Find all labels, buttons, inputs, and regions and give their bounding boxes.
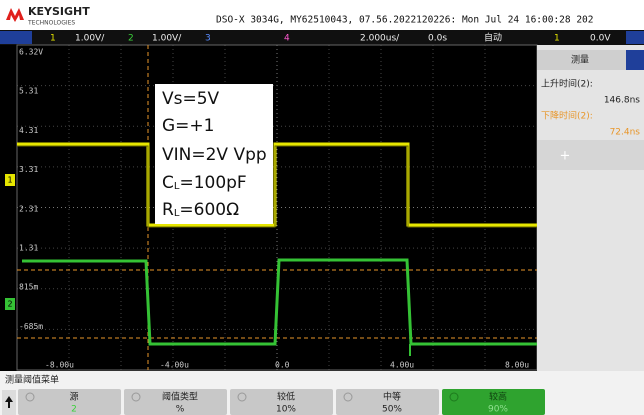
ch1-scale: 1.00V/	[75, 34, 105, 44]
x-label: -4.00u	[160, 361, 189, 370]
ch2-ground-marker	[5, 298, 15, 310]
x-label: -8.00u	[45, 361, 74, 370]
x-label: 0.0	[275, 361, 290, 370]
logo-icon	[6, 8, 24, 22]
softkey-value: 50%	[382, 405, 402, 415]
y-label: 3.31	[19, 165, 38, 174]
annotation-sub: L	[174, 208, 180, 219]
ch3-label: 3	[205, 34, 211, 44]
measure-title: 测量	[571, 55, 589, 66]
y-label: 6.32V	[19, 48, 43, 57]
softkey[interactable]	[230, 389, 333, 415]
ch2-marker-label: 2	[7, 300, 12, 309]
softkey-value: 2	[71, 405, 77, 415]
brand-sub: TECHNOLOGIES	[27, 20, 75, 27]
softkey-label: 较低	[277, 391, 295, 403]
ch2-waveform	[22, 258, 537, 346]
channel-bar	[0, 30, 644, 45]
annotation-line: RL=600Ω	[162, 200, 239, 220]
back-arrow	[5, 396, 13, 408]
ch1-marker-label: 1	[7, 176, 12, 185]
softkey-knob	[131, 392, 141, 402]
softkey-value: 90%	[488, 405, 508, 415]
y-label: 4.31	[19, 126, 38, 135]
annotation-text: C	[162, 173, 174, 193]
annotation-box	[155, 84, 273, 224]
softkey-label: 源	[69, 392, 78, 403]
annotation-line: VIN=2V Vpp	[162, 145, 267, 165]
measure-panel-header	[537, 50, 644, 70]
y-label: 815m	[19, 283, 38, 292]
ch1-ground-marker	[5, 174, 15, 186]
run-indicator	[0, 31, 32, 44]
softkey-label: 较高	[489, 391, 507, 403]
x-label: 8.00u	[505, 361, 529, 370]
softkey-knob	[25, 392, 35, 402]
trigger-mode: 自动	[484, 32, 502, 44]
timebase: 2.000us/	[360, 34, 400, 44]
y-label: 1.31	[19, 244, 38, 253]
softkey-label: 中等	[383, 391, 401, 403]
add-measure[interactable]	[537, 140, 644, 170]
measure-value: 72.4ns	[610, 128, 641, 138]
annotation-line: G=+1	[162, 116, 214, 136]
softkey-knob	[449, 392, 459, 402]
ch4-label: 4	[284, 34, 290, 44]
y-label: 2.31	[19, 204, 38, 213]
annotation-text: =100pF	[179, 173, 246, 193]
trigger-source: 1	[554, 34, 560, 44]
annotation-line: CL=100pF	[162, 173, 247, 193]
ch1-label: 1	[50, 34, 56, 44]
menu-title: 测量阈值菜单	[5, 374, 59, 386]
softkey-knob	[343, 392, 353, 402]
y-label: -685m	[19, 322, 43, 331]
measure-panel	[537, 45, 644, 371]
annotation-sub: L	[174, 181, 180, 192]
brand: KEYSIGHT	[28, 5, 90, 18]
ch1-waveform-edge	[17, 145, 537, 228]
device-info: DSO-X 3034G, MY62510043, 07.56.202212022…	[216, 15, 594, 26]
measure-label: 上升时间(2):	[541, 78, 593, 90]
softkey-knob	[237, 392, 247, 402]
annotation-text: R	[162, 200, 174, 220]
y-label: 5.31	[19, 87, 38, 96]
softkey-value: %	[176, 405, 185, 415]
delay: 0.0s	[428, 34, 447, 44]
softkey[interactable]	[124, 389, 227, 415]
y-labels: 6.32V 5.31 4.31 3.31 2.31 1.31 815m -685m	[19, 48, 43, 331]
trigger-level: 0.0V	[590, 34, 611, 44]
annotation-line: Vs=5V	[162, 89, 220, 109]
x-labels: -8.00u -4.00u 0.0 4.00u 8.00u	[45, 361, 529, 370]
softkey[interactable]	[336, 389, 439, 415]
add-icon: +	[560, 149, 571, 164]
softkey-value: 10%	[276, 405, 296, 415]
trigger-icon	[626, 31, 644, 44]
softkey-label: 阈值类型	[162, 391, 198, 403]
panel-tab[interactable]	[626, 50, 644, 70]
measure-value: 146.8ns	[604, 96, 640, 106]
header-bg	[0, 0, 644, 30]
softkeys: 源 2 阈值类型% 较低 10% 中等 50% 较高 90%	[18, 389, 545, 415]
ch2-scale: 1.00V/	[152, 34, 182, 44]
x-label: 4.00u	[390, 361, 414, 370]
softkey[interactable]	[18, 389, 121, 415]
measure-label: 下降时间(2):	[541, 110, 593, 122]
annotation-text: =600Ω	[179, 200, 239, 220]
softkey[interactable]	[442, 389, 545, 415]
ch2-label: 2	[128, 34, 134, 44]
